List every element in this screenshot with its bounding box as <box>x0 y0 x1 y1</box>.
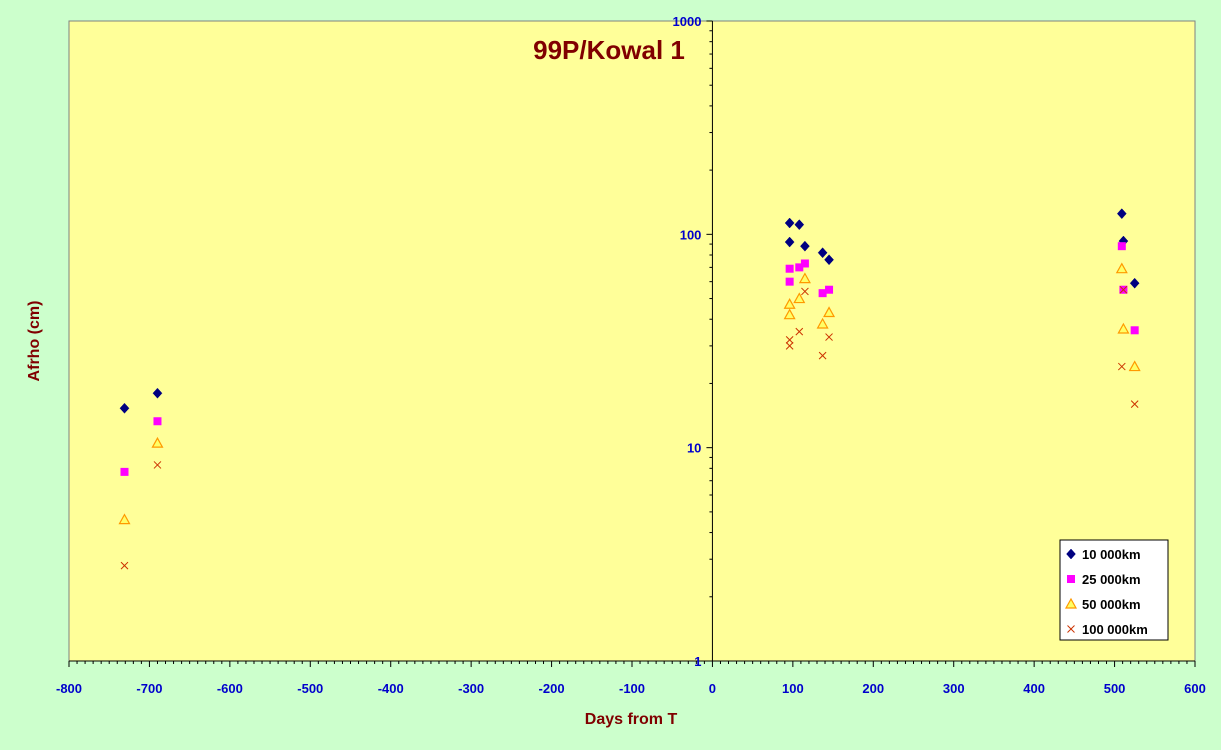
data-point <box>818 351 827 360</box>
data-point <box>801 287 809 296</box>
legend-item: 100 000km <box>1067 622 1148 637</box>
cross-stroke <box>153 461 162 469</box>
x-tick-label: 100 <box>782 681 804 696</box>
data-point <box>152 387 163 399</box>
x-tick-label: -800 <box>56 681 82 696</box>
data-point <box>1117 242 1126 251</box>
legend-box <box>1059 539 1169 641</box>
cross-stroke <box>1130 400 1139 408</box>
x-tick-label: -300 <box>458 681 484 696</box>
data-point <box>153 417 162 426</box>
data-point <box>816 317 829 329</box>
data-point <box>800 259 809 268</box>
data-point <box>1116 208 1127 220</box>
cross-stroke <box>1119 285 1128 294</box>
data-point <box>818 289 827 298</box>
y-tick-label: 100 <box>680 227 702 242</box>
legend-label: 50 000km <box>1082 597 1141 612</box>
data-point <box>795 327 804 336</box>
legend-marker <box>1064 597 1078 609</box>
data-point <box>794 219 805 231</box>
data-point <box>784 217 795 229</box>
data-point <box>153 461 162 469</box>
plot-area <box>68 20 1196 662</box>
data-point <box>784 236 795 248</box>
data-point <box>783 298 796 309</box>
data-point <box>1119 285 1128 294</box>
data-point <box>1117 322 1130 334</box>
y-axis-title: Afrho (cm) <box>26 301 43 382</box>
x-axis-title: Days from T <box>585 711 678 728</box>
data-point <box>785 264 794 273</box>
x-tick-label: -200 <box>539 681 565 696</box>
legend-item: 50 000km <box>1064 597 1141 612</box>
data-point <box>1130 400 1139 408</box>
x-tick-label: 0 <box>709 681 716 696</box>
data-point <box>824 254 834 266</box>
data-point <box>817 247 828 259</box>
legend-label: 25 000km <box>1082 572 1141 587</box>
data-point <box>785 277 794 286</box>
legend-marker <box>1066 548 1076 560</box>
data-point <box>793 292 806 304</box>
series-4 <box>120 285 1139 570</box>
legend-item: 10 000km <box>1066 547 1141 562</box>
cross-stroke <box>801 287 809 296</box>
x-tick-label: -500 <box>297 681 323 696</box>
data-point <box>825 333 833 341</box>
cross-stroke <box>1067 625 1075 633</box>
cross-stroke <box>785 336 794 344</box>
data-point <box>825 285 834 294</box>
data-point <box>800 240 810 252</box>
data-point <box>783 308 796 320</box>
cross-stroke <box>1117 362 1126 371</box>
y-tick-label: 1 <box>694 654 701 669</box>
data-point <box>823 306 836 318</box>
series-2 <box>120 242 1139 476</box>
data-point <box>1130 326 1139 335</box>
cross-stroke <box>818 351 827 360</box>
legend-label: 10 000km <box>1082 547 1141 562</box>
legend-label: 100 000km <box>1082 622 1148 637</box>
chart-title: 99P/Kowal 1 <box>533 35 685 65</box>
data-point <box>120 561 129 570</box>
x-tick-label: -100 <box>619 681 645 696</box>
x-tick-label: 400 <box>1023 681 1045 696</box>
legend-marker <box>1067 625 1075 633</box>
cross-stroke <box>795 327 804 336</box>
data-point <box>785 336 794 344</box>
x-tick-label: -600 <box>217 681 243 696</box>
x-tick-label: 600 <box>1184 681 1206 696</box>
cross-stroke <box>120 561 129 570</box>
y-tick-label: 1000 <box>673 14 702 29</box>
x-tick-label: 200 <box>862 681 884 696</box>
x-tick-label: 300 <box>943 681 965 696</box>
legend-item: 25 000km <box>1067 572 1141 587</box>
data-point <box>120 467 129 476</box>
series-3 <box>118 262 1141 525</box>
data-point <box>151 436 164 448</box>
data-point <box>785 342 794 350</box>
data-point <box>1129 277 1140 289</box>
data-point <box>119 402 130 414</box>
cross-stroke <box>785 342 794 350</box>
cross-stroke <box>825 333 833 341</box>
data-point <box>118 513 131 525</box>
data-point <box>795 263 804 272</box>
data-point <box>1128 360 1141 372</box>
data-point <box>1117 362 1126 371</box>
data-point <box>798 272 811 284</box>
x-tick-label: 500 <box>1104 681 1126 696</box>
x-tick-label: -400 <box>378 681 404 696</box>
data-point <box>1115 262 1128 274</box>
y-tick-label: 10 <box>687 441 701 456</box>
legend-marker <box>1067 575 1075 583</box>
x-tick-label: -700 <box>136 681 162 696</box>
